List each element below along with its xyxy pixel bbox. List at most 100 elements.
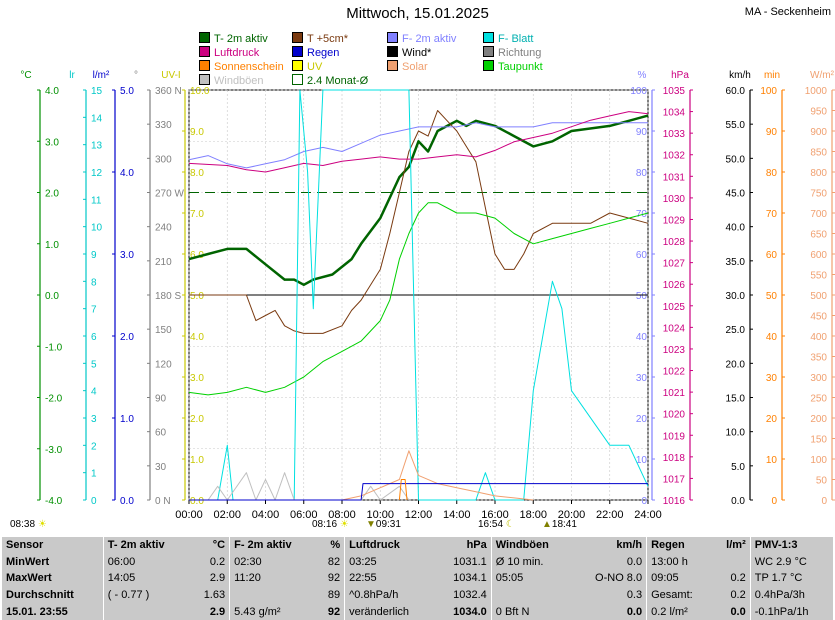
axis-tick-label: 9.0 <box>190 127 204 138</box>
axis-tick-label: 950 <box>810 107 827 118</box>
axis-tick-label: 4.0 <box>45 86 59 97</box>
row-label: Durchschnitt <box>6 589 74 602</box>
axis-tick-label: 400 <box>810 332 827 343</box>
axis-tick-label: 80 <box>766 168 778 179</box>
series-line <box>189 483 648 501</box>
station-name: MA - Seckenheim <box>744 6 831 18</box>
axis-tick-label: 7 <box>91 305 97 316</box>
stat-cell: WC 2.9 °C <box>749 553 833 571</box>
stat-value: 0.3 <box>626 589 643 602</box>
axis-tick-label: 15 <box>91 86 103 97</box>
x-tick-label: 10:00 <box>366 509 394 521</box>
axis-tick-label: 5 <box>91 359 97 370</box>
header-sensor: Sensor <box>6 539 44 552</box>
series-line <box>188 122 648 169</box>
legend-label: Regen <box>307 47 340 59</box>
legend-label: Sonnenschein <box>214 61 284 73</box>
sunset-label: 16:54 ☾ <box>478 519 515 530</box>
axis-tick-label: 1016 <box>663 496 686 507</box>
x-tick-label: 02:00 <box>213 509 241 521</box>
axis-tick-label: 0 N <box>155 496 171 507</box>
axis-unit-label: hPa <box>671 70 689 81</box>
axis-unit-label: min <box>764 70 780 81</box>
stat-cell: ^0.8hPa/h <box>344 586 436 604</box>
stat-cell: 0.2 l/m² <box>646 603 714 620</box>
sunrise-label: 08:38 ☀ <box>10 519 47 530</box>
axis-tick-label: 1026 <box>663 280 686 291</box>
axis-tick-label: 40 <box>636 332 648 343</box>
axis-tick-label: 1.0 <box>45 240 59 251</box>
axis-tick-label: 1024 <box>663 323 686 334</box>
axis-tick-label: 12 <box>91 168 103 179</box>
axis-tick-label: 240 <box>155 223 172 234</box>
axis-tick-label: 5.0 <box>731 462 745 473</box>
header-pmv: PMV-1:3 <box>749 537 833 554</box>
stat-value: 92 <box>327 572 341 585</box>
axis-tick-label: 700 <box>810 209 827 220</box>
axis-tick-label: 750 <box>810 189 827 200</box>
axis-tick-label: 850 <box>810 148 827 159</box>
header-rain-unit: l/m² <box>726 539 746 552</box>
axis-tick-label: 1000 <box>805 86 828 97</box>
stat-cell: 0.4hPa/3h <box>749 586 833 604</box>
sunrise-time: 08:38 <box>10 519 36 530</box>
axis-tick-label: 40.0 <box>726 223 746 234</box>
axis-tick-label: 10.0 <box>726 428 746 439</box>
header-humidity-unit: % <box>330 539 341 552</box>
legend-label: Wind* <box>402 47 432 59</box>
legend-swatch <box>292 32 303 43</box>
stat-value: 92 <box>327 605 341 618</box>
axis-tick-label: 150 <box>810 435 827 446</box>
axis-tick-label: 30 <box>636 373 648 384</box>
series-line <box>398 479 408 501</box>
axis-unit-label: l/m² <box>93 70 110 81</box>
stat-value: 0.0 <box>626 555 643 568</box>
axis-tick-label: 450 <box>810 312 827 323</box>
axis-tick-label: 150 <box>155 325 172 336</box>
x-tick-label: 00:00 <box>175 509 203 521</box>
x-tick-label: 06:00 <box>290 509 318 521</box>
sun-icon: ☀ <box>37 519 47 530</box>
legend-item: T- 2m aktiv <box>199 32 268 45</box>
axis-tick-label: 550 <box>810 271 827 282</box>
legend-swatch <box>483 32 494 43</box>
axis-tick-label: 15.0 <box>726 394 746 405</box>
twilight-time: 08:16 <box>312 519 338 530</box>
stat-value: 2.9 <box>209 605 226 618</box>
stats-table: Sensor T- 2m aktiv °C F- 2m aktiv % Luft… <box>2 537 833 620</box>
legend-item: Regen <box>292 46 339 59</box>
stat-cell <box>102 603 190 620</box>
axis-tick-label: 300 <box>155 154 172 165</box>
axis-tick-label: 1035 <box>663 86 686 97</box>
axis-tick-label: 0 <box>771 496 777 507</box>
axis-tick-label: 1027 <box>663 259 686 270</box>
stat-cell: 13:00 h <box>646 553 714 571</box>
legend-swatch <box>292 74 303 85</box>
stats-row-max: MaxWert 14:05 2.9 11:20 92 22:55 1034.1 … <box>2 570 833 587</box>
axis-tick-label: 30.0 <box>726 291 746 302</box>
axis-tick-label: 90 <box>766 127 778 138</box>
axis-tick-label: 6 <box>91 332 97 343</box>
legend-label: Richtung <box>498 47 542 59</box>
stat-cell: 05:05 <box>490 570 573 587</box>
axis-tick-label: 3.0 <box>120 250 134 261</box>
axis-tick-label: 1028 <box>663 237 686 248</box>
axis-tick-label: 90 <box>155 394 167 405</box>
legend-item: Luftdruck <box>199 46 259 59</box>
axis-tick-label: 20.0 <box>726 359 746 370</box>
axis-tick-label: 30 <box>766 373 778 384</box>
legend-swatch <box>387 46 398 57</box>
axis-tick-label: 14 <box>91 113 103 124</box>
dusk-label: ▲18:41 <box>542 519 577 530</box>
legend-swatch <box>483 60 494 71</box>
axis-tick-label: 5.0 <box>190 291 204 302</box>
legend-item: UV <box>292 60 322 73</box>
legend-swatch <box>387 32 398 43</box>
stats-row-min: MinWert 06:00 0.2 02:30 82 03:25 1031.1 … <box>2 553 833 571</box>
legend-label: UV <box>307 61 323 73</box>
x-tick-label: 16:00 <box>481 509 509 521</box>
axis-tick-label: 1017 <box>663 474 686 485</box>
stats-header-row: Sensor T- 2m aktiv °C F- 2m aktiv % Luft… <box>2 537 833 554</box>
axis-tick-label: 1033 <box>663 129 686 140</box>
stat-value: 1034.0 <box>453 605 487 618</box>
